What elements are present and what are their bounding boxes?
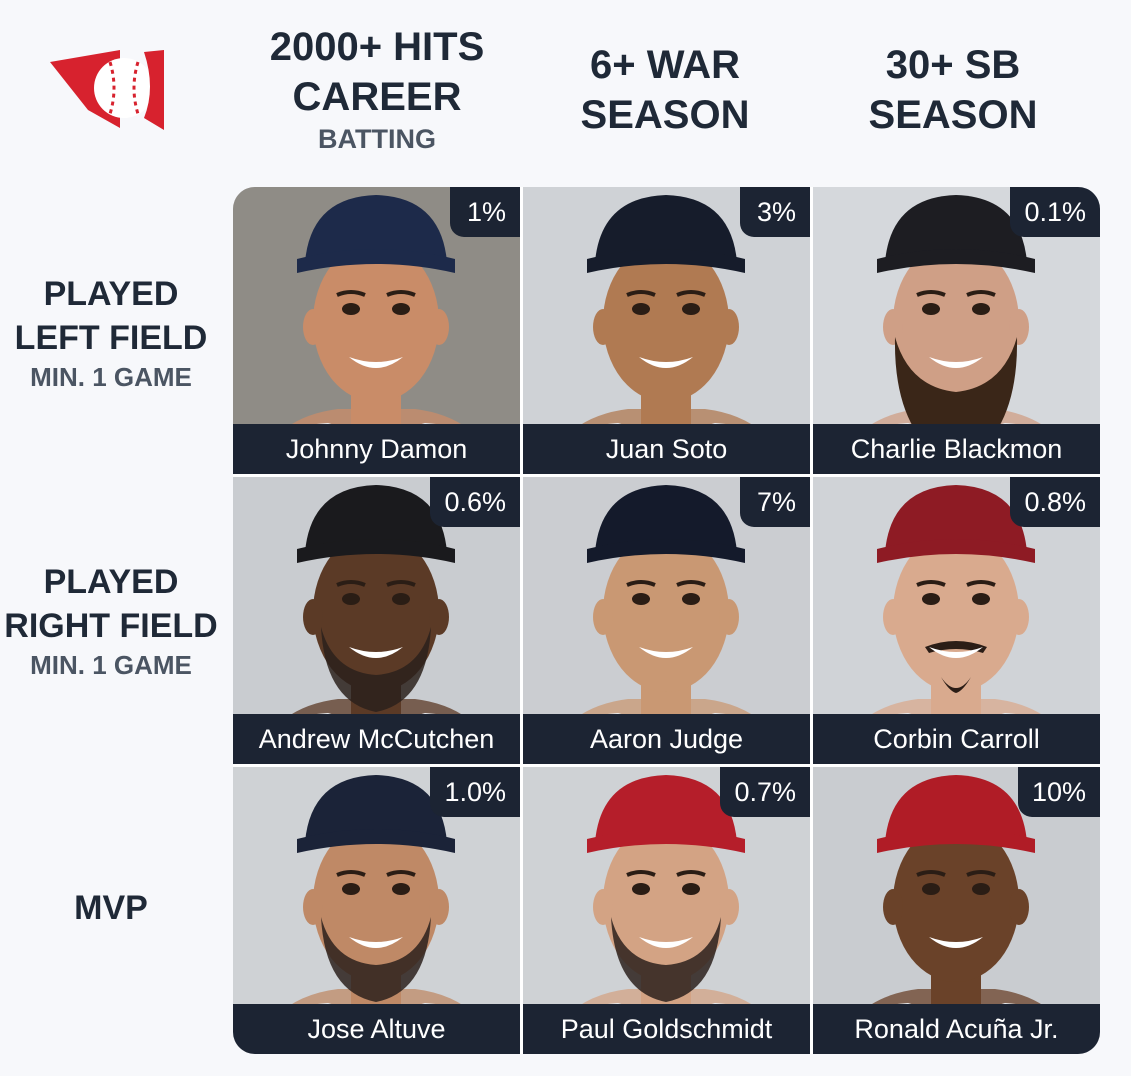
pick-percentage-badge: 3% [740,187,810,237]
column-header-title: SEASON [580,93,750,137]
column-header-2: 6+ WAR SEASON [521,40,809,140]
grid-cell[interactable]: 0.8% Corbin Carroll [813,477,1100,764]
player-name-label: Andrew McCutchen [233,714,520,764]
player-name-label: Juan Soto [523,424,810,474]
row-header-title: PLAYED [43,275,179,313]
player-name-label: Aaron Judge [523,714,810,764]
pick-percentage-badge: 0.7% [720,767,810,817]
row-header-2: PLAYED RIGHT FIELD MIN. 1 GAME [0,560,222,682]
pick-percentage-badge: 0.1% [1010,187,1100,237]
grid-cell[interactable]: 3% Juan Soto [523,187,810,474]
pick-percentage-badge: 7% [740,477,810,527]
grid-cell[interactable]: 1% Johnny Damon [233,187,520,474]
row-header-title: MVP [74,889,148,927]
player-name-label: Corbin Carroll [813,714,1100,764]
column-header-title: CAREER [292,75,462,119]
column-header-title: SEASON [868,93,1038,137]
grid-cell[interactable]: 10% Ronald Acuña Jr. [813,767,1100,1054]
grid-cell[interactable]: 0.1% Charlie Blackmon [813,187,1100,474]
grid-cell[interactable]: 1.0% Jose Altuve [233,767,520,1054]
row-header-title: PLAYED [43,563,179,601]
row-header-3: MVP [0,886,222,930]
column-header-title: 6+ WAR [589,43,741,87]
column-header-subtitle: BATTING [318,124,436,154]
player-name-label: Paul Goldschmidt [523,1004,810,1054]
row-header-title: RIGHT FIELD [4,607,218,645]
column-header-3: 30+ SB SEASON [809,40,1097,140]
row-header-subtitle: MIN. 1 GAME [30,650,192,680]
player-grid: 1% Johnny Damon 3% Juan Soto 0.1% Charlie B [233,187,1100,1054]
grid-cell[interactable]: 0.6% Andrew McCutchen [233,477,520,764]
column-header-title: 30+ SB [885,43,1021,87]
grid-cell[interactable]: 0.7% Paul Goldschmidt [523,767,810,1054]
player-name-label: Jose Altuve [233,1004,520,1054]
row-header-subtitle: MIN. 1 GAME [30,362,192,392]
column-header-title: 2000+ HITS [269,25,485,69]
row-header-title: LEFT FIELD [14,319,208,357]
pick-percentage-badge: 1.0% [430,767,520,817]
grid-cell[interactable]: 7% Aaron Judge [523,477,810,764]
baseball-flag-logo-icon[interactable] [48,48,166,130]
column-header-1: 2000+ HITS CAREER BATTING [233,22,521,156]
player-name-label: Ronald Acuña Jr. [813,1004,1100,1054]
pick-percentage-badge: 10% [1017,767,1100,817]
pick-percentage-badge: 1% [450,187,520,237]
row-header-1: PLAYED LEFT FIELD MIN. 1 GAME [0,272,222,394]
player-name-label: Johnny Damon [233,424,520,474]
pick-percentage-badge: 0.8% [1010,477,1100,527]
pick-percentage-badge: 0.6% [430,477,520,527]
player-name-label: Charlie Blackmon [813,424,1100,474]
